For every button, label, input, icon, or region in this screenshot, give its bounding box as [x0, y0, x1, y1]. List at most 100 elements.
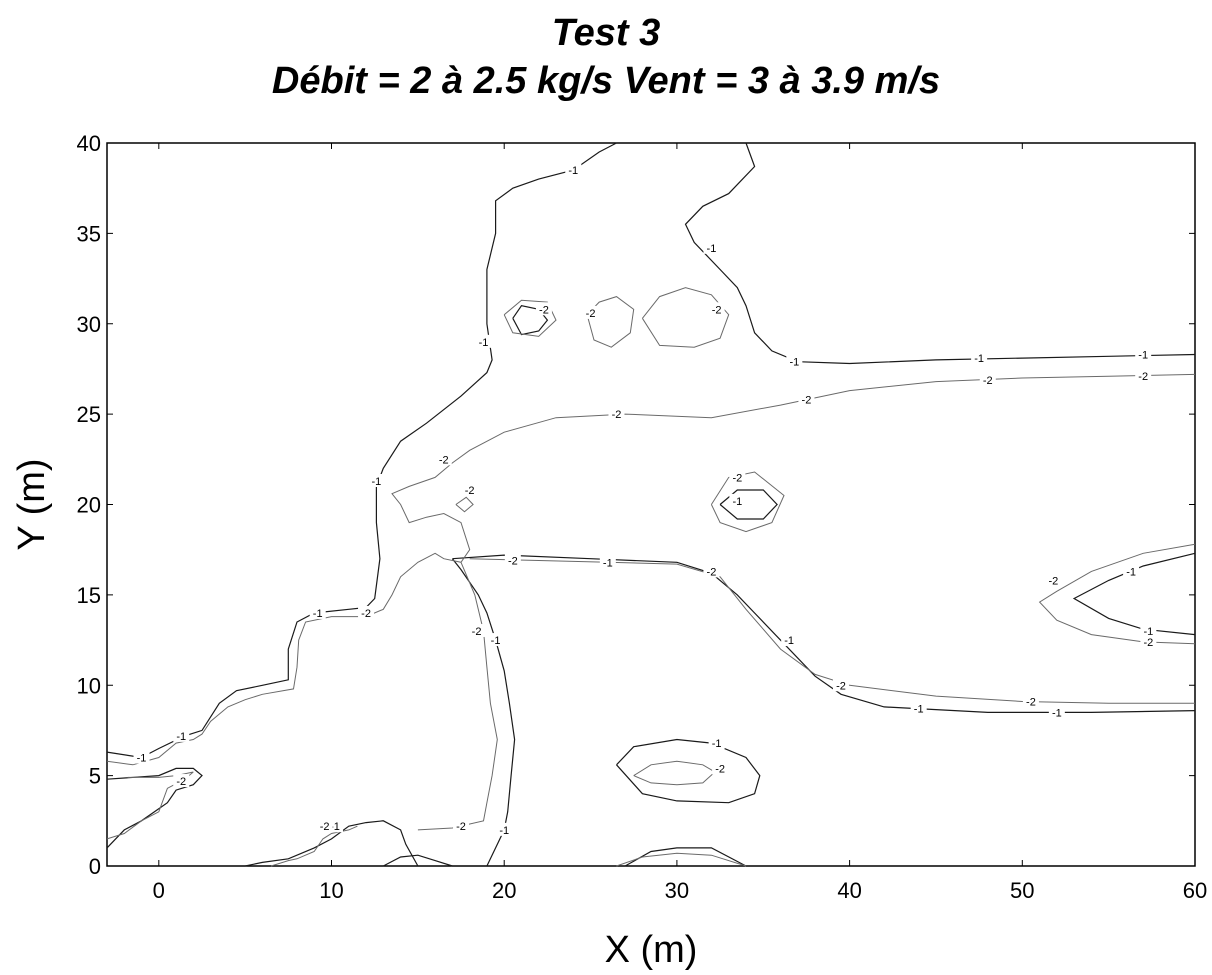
contour-label: -2 — [465, 485, 475, 497]
x-tick-label: 30 — [665, 878, 689, 903]
contour-label-bg — [133, 750, 150, 764]
contour-label: -1 — [330, 821, 340, 833]
contour-label: -1 — [732, 496, 742, 508]
contour-line-level-2 — [633, 760, 716, 786]
contour-label-bg — [729, 493, 746, 507]
x-tick-label: 50 — [1010, 878, 1034, 903]
y-tick-label: 15 — [77, 583, 101, 608]
contour-label-bg — [979, 372, 996, 386]
contour-label-bg — [1045, 573, 1062, 587]
x-tick-label: 40 — [837, 878, 861, 903]
contour-label: -2 — [836, 680, 846, 692]
contour-label: -2 — [1138, 371, 1148, 383]
contour-label: -1 — [372, 476, 382, 488]
contour-line-level-2 — [1038, 543, 1196, 645]
contour-line-level-1 — [616, 738, 761, 804]
plot-area — [106, 142, 1196, 867]
contour-label-bg — [173, 774, 190, 788]
contour-line-level-1 — [452, 554, 1196, 714]
contour-label-bg — [703, 564, 720, 578]
y-tick-label: 30 — [77, 312, 101, 337]
contour-label-bg — [708, 736, 725, 750]
contour-label: -1 — [1052, 707, 1062, 719]
x-tick-label: 10 — [319, 878, 343, 903]
contour-label-bg — [1140, 634, 1157, 648]
contour-line-level-1 — [684, 142, 1196, 365]
y-tick-label: 40 — [77, 131, 101, 156]
contour-label: -2 — [456, 821, 466, 833]
contour-label-bg — [582, 305, 599, 319]
contour-label-bg — [608, 407, 625, 421]
contour-label: -2 — [715, 763, 725, 775]
contour-label-bg — [786, 354, 803, 368]
contour-label: -1 — [1138, 349, 1148, 361]
contour-label: -1 — [1126, 566, 1136, 578]
contour-label: -1 — [974, 353, 984, 365]
contour-label-bg — [729, 470, 746, 484]
contour-label: -2 — [802, 395, 812, 407]
contour-label-bg — [453, 819, 470, 833]
x-tick-label: 20 — [492, 878, 516, 903]
contour-line-level-2 — [417, 562, 498, 831]
x-tick-label: 0 — [153, 878, 165, 903]
contour-label-bg — [781, 633, 798, 647]
contour-label: -1 — [1143, 626, 1153, 638]
contour-label-bg — [708, 302, 725, 316]
contour-line-level-2 — [586, 296, 635, 348]
contour-label-bg — [468, 624, 485, 638]
x-tick-label: 60 — [1183, 878, 1207, 903]
contour-label: -1 — [479, 337, 489, 349]
contour-label: -1 — [176, 731, 186, 743]
contour-label: -2 — [712, 304, 722, 316]
contour-label: -1 — [712, 738, 722, 750]
contour-label: -1 — [784, 635, 794, 647]
contour-label: -2 — [586, 308, 596, 320]
contour-label-bg — [910, 701, 927, 715]
contour-label: -2 — [176, 776, 186, 788]
contour-line-level-1 — [719, 489, 778, 520]
contour-label-bg — [475, 334, 492, 348]
contour-label: -2 — [732, 472, 742, 484]
contour-label-bg — [712, 761, 729, 775]
y-axis-label: Y (m) — [11, 458, 53, 550]
y-tick-label: 25 — [77, 402, 101, 427]
contour-line-level-2 — [616, 852, 747, 867]
contour-line-level-2 — [270, 825, 358, 867]
contour-label-bg — [971, 351, 988, 365]
y-tick-label: 0 — [89, 854, 101, 879]
contour-line-level-2 — [503, 299, 557, 337]
contour-label: -2 — [361, 608, 371, 620]
contour-label-bg — [358, 605, 375, 619]
contour-lines — [106, 142, 1196, 867]
contour-line-level-2 — [455, 496, 474, 513]
y-tick-label: 20 — [77, 493, 101, 518]
contour-line-level-1 — [512, 305, 549, 336]
contour-label: -1 — [914, 704, 924, 716]
contour-line-level-2 — [469, 558, 1195, 704]
contour-label-bg — [435, 452, 452, 466]
contour-line-level-2 — [710, 471, 785, 533]
contour-label: -2 — [707, 566, 717, 578]
contour-label: -2 — [1026, 697, 1036, 709]
contour-label: -1 — [491, 635, 501, 647]
contour-label: -2 — [983, 375, 993, 387]
contour-label-bg — [173, 728, 190, 742]
contour-label: -1 — [707, 243, 717, 255]
x-axis-label: X (m) — [605, 929, 698, 971]
contour-label: -2 — [320, 821, 330, 833]
contour-label-bg — [1123, 564, 1140, 578]
contour-line-level-1 — [106, 767, 203, 849]
contour-label-bg — [1140, 624, 1157, 638]
contour-label: -2 — [1048, 575, 1058, 587]
contour-line-level-1 — [383, 854, 453, 867]
contour-labels: -1 -1 -1 -1 -1 -1 -1 -1 -1 -1 -1 -1 -1 -1 -1 -1 -1 -1 -1 -1… — [133, 163, 1157, 837]
contour-label-bg — [599, 555, 616, 569]
chart-title: Test 3 — [551, 12, 661, 54]
contour-label: -1 — [603, 557, 613, 569]
contour-line-level-1 — [624, 847, 747, 867]
contour-label: -2 — [612, 409, 622, 421]
contour-label-bg — [832, 678, 849, 692]
contour-label-bg — [565, 163, 582, 177]
contour-label: -1 — [313, 608, 323, 620]
contour-label: -2 — [439, 454, 449, 466]
